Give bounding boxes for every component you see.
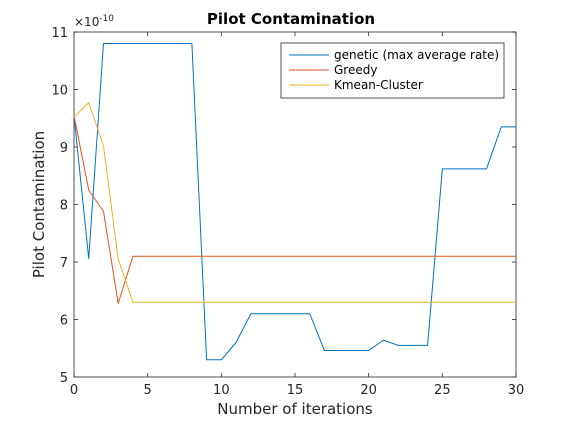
x-tick-label: 15	[287, 383, 304, 398]
series-line-3	[73, 102, 516, 303]
y-axis-label: Pilot Contamination	[30, 131, 48, 278]
x-tick-label: 25	[434, 383, 451, 398]
y-tick-label: 8	[60, 199, 68, 214]
series-line-1	[73, 43, 516, 361]
chart-title: Pilot Contamination	[207, 10, 375, 28]
x-axis-label: Number of iterations	[217, 400, 373, 418]
x-tick-label: 0	[70, 383, 78, 398]
x-tick-label: 5	[144, 383, 152, 398]
legend-entry: Greedy	[334, 63, 377, 77]
x-tick-label: 20	[360, 383, 377, 398]
y-exponent-power: -10	[99, 14, 114, 24]
y-exponent-label: ×10-10	[74, 14, 114, 29]
series-line-2	[73, 115, 516, 304]
x-tick-label: 30	[508, 383, 525, 398]
legend-entry: Kmean-Cluster	[334, 78, 423, 92]
series-lines	[73, 43, 516, 361]
y-exponent-base: ×10	[74, 15, 99, 29]
legend-entry: genetic (max average rate)	[334, 48, 499, 62]
svg-text:×10-10: ×10-10	[74, 14, 114, 29]
y-tick-label: 5	[60, 371, 68, 386]
y-tick-label: 10	[51, 84, 68, 99]
x-tick-label: 10	[213, 383, 230, 398]
y-tick-label: 6	[60, 314, 68, 329]
y-tick-label: 7	[60, 256, 68, 271]
y-tick-label: 9	[60, 141, 68, 156]
y-tick-label: 11	[51, 26, 68, 41]
legend: genetic (max average rate)GreedyKmean-Cl…	[280, 42, 505, 99]
